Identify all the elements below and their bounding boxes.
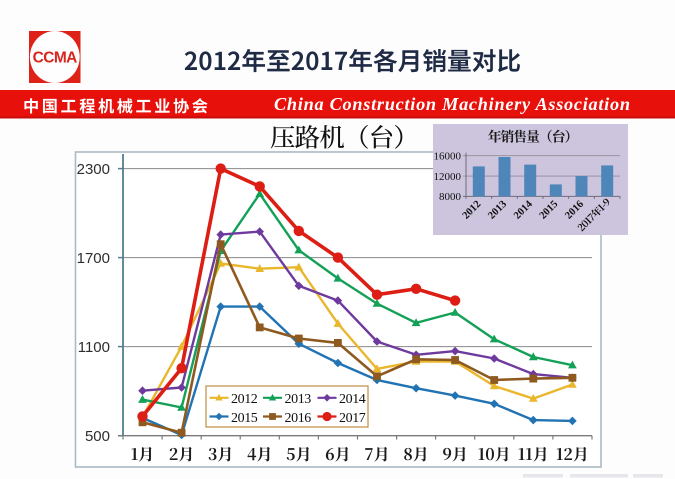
svg-text:China Construction Machinery A: China Construction Machinery Association — [274, 94, 630, 114]
svg-text:500: 500 — [85, 428, 110, 445]
svg-text:2013: 2013 — [285, 392, 312, 407]
svg-text:2014: 2014 — [339, 392, 366, 407]
svg-text:1100: 1100 — [78, 339, 110, 356]
svg-text:2015: 2015 — [231, 411, 258, 426]
svg-text:2017: 2017 — [339, 411, 366, 426]
svg-text:16000: 16000 — [434, 151, 462, 163]
svg-text:1700: 1700 — [77, 250, 110, 267]
svg-text:2300: 2300 — [77, 161, 110, 178]
svg-text:2012: 2012 — [231, 392, 258, 407]
svg-text:8000: 8000 — [439, 191, 462, 203]
svg-text:2016: 2016 — [285, 411, 312, 426]
svg-text:CCMA: CCMA — [33, 50, 77, 67]
svg-text:12000: 12000 — [434, 171, 462, 183]
